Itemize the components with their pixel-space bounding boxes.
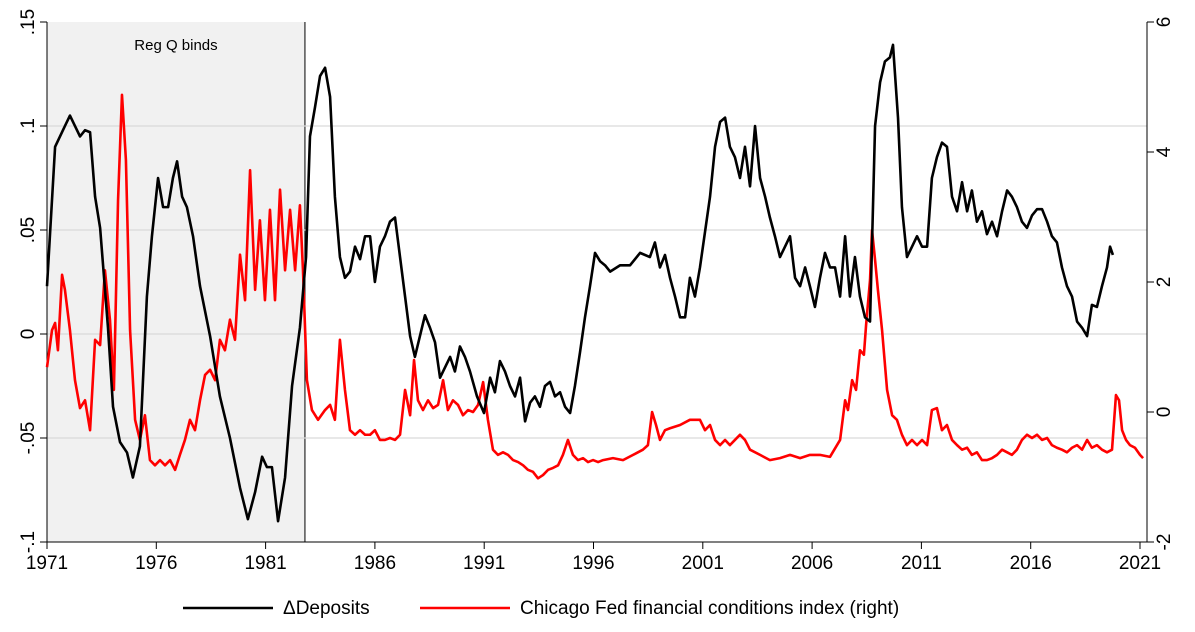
y-tick-label: 0 — [18, 329, 39, 340]
x-tick-label: 2021 — [1119, 553, 1161, 574]
y2-tick-label: 6 — [1154, 17, 1175, 28]
y2-tick-label: 2 — [1154, 277, 1175, 288]
y-tick-label: .15 — [18, 9, 39, 35]
y2-tick-label: 0 — [1154, 407, 1175, 418]
y2-tick-label: 4 — [1154, 146, 1175, 157]
legend-label: Chicago Fed financial conditions index (… — [520, 598, 899, 619]
y-tick-label: .1 — [18, 118, 39, 134]
x-tick-label: 1986 — [354, 553, 396, 574]
series-line — [45, 43, 1115, 523]
x-tick-label: 2006 — [791, 553, 833, 574]
x-tick-label: 1981 — [244, 553, 286, 574]
x-tick-label: 2016 — [1010, 553, 1052, 574]
x-tick-label: 1971 — [26, 553, 68, 574]
shaded-region — [47, 22, 305, 542]
y2-tick-label: -2 — [1154, 534, 1175, 551]
series-line — [45, 93, 1145, 480]
y-tick-label: .05 — [18, 217, 39, 243]
legend-label: ΔDeposits — [283, 598, 370, 619]
annotation: Reg Q binds — [134, 37, 217, 54]
x-tick-label: 2001 — [682, 553, 724, 574]
x-tick-label: 1991 — [463, 553, 505, 574]
x-tick-label: 2011 — [901, 553, 942, 574]
x-tick-label: 1976 — [135, 553, 177, 574]
x-tick-label: 1996 — [572, 553, 614, 574]
y-tick-label: -.05 — [18, 422, 39, 455]
y-tick-label: -.1 — [18, 531, 39, 553]
